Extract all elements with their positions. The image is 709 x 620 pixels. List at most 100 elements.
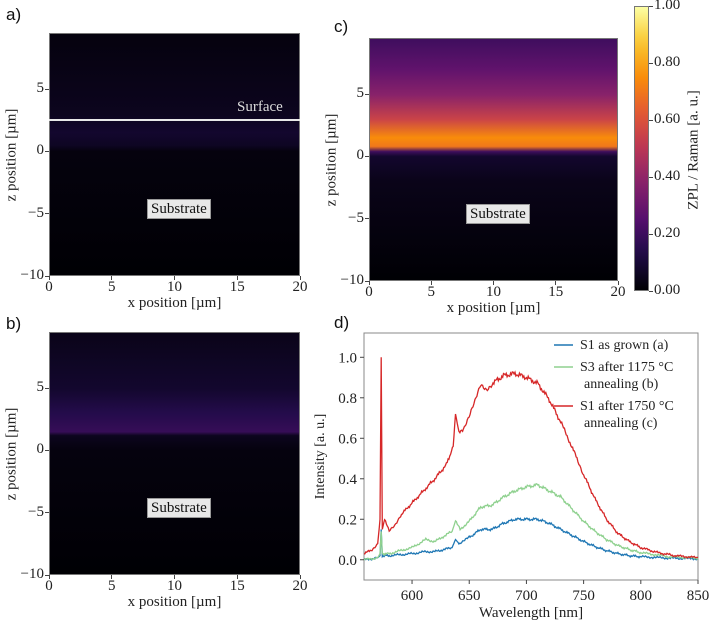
legend-entry-label: S3 after 1175 °C bbox=[580, 360, 673, 375]
colorbar-tick-label: 0.60 bbox=[654, 111, 681, 127]
x-tick-mark bbox=[111, 575, 113, 579]
x-tick-label: 0 bbox=[365, 284, 373, 300]
x-tick-mark bbox=[555, 281, 557, 285]
substrate-annotation-a: Substrate bbox=[147, 199, 211, 219]
y-tick-mark bbox=[45, 150, 49, 152]
x-axis-label: x position [µm] bbox=[127, 594, 222, 610]
y-tick-mark bbox=[45, 88, 49, 90]
x-tick-label: 5 bbox=[108, 279, 116, 295]
heatmap-c bbox=[369, 38, 618, 281]
colorbar-tick-mark bbox=[649, 176, 653, 178]
x-tick-mark bbox=[174, 575, 175, 579]
y-tick-label: −10 bbox=[340, 272, 364, 288]
y-tick-mark bbox=[45, 512, 49, 514]
x-tick-mark bbox=[368, 281, 370, 285]
panel-d-label: d) bbox=[334, 313, 350, 332]
x-axis-label: x position [µm] bbox=[127, 295, 222, 311]
y-axis-label: Intensity [a. u.] bbox=[313, 414, 328, 500]
y-tick-label: 0 bbox=[36, 441, 45, 458]
x-axis-label: Wavelength [nm] bbox=[479, 605, 583, 620]
y-tick-label: 5 bbox=[356, 85, 365, 102]
series-line-2 bbox=[363, 357, 699, 559]
colorbar-tick-label: 0.00 bbox=[654, 282, 681, 298]
panel-b-label: b) bbox=[6, 314, 22, 333]
x-tick-label: 10 bbox=[167, 578, 182, 594]
y-tick-mark bbox=[365, 93, 369, 95]
colorbar-tick-label: 0.40 bbox=[654, 168, 681, 184]
x-tick-mark bbox=[299, 276, 301, 280]
x-tick-label: 0 bbox=[45, 578, 53, 594]
substrate-annotation-c: Substrate bbox=[466, 204, 530, 224]
x-tick-label: 750 bbox=[572, 588, 595, 604]
heatmap-b bbox=[49, 332, 300, 575]
plot-area bbox=[363, 332, 699, 581]
x-tick-label: 15 bbox=[548, 284, 564, 300]
x-tick-mark bbox=[236, 276, 238, 280]
y-tick-mark bbox=[45, 574, 49, 576]
x-tick-label: 850 bbox=[687, 588, 709, 604]
y-tick-mark bbox=[45, 213, 49, 215]
heatmap-a bbox=[49, 33, 300, 276]
x-tick-mark bbox=[236, 575, 238, 579]
x-tick-mark bbox=[48, 276, 50, 280]
x-tick-label: 650 bbox=[458, 588, 481, 604]
x-tick-mark bbox=[299, 575, 301, 579]
x-tick-mark bbox=[493, 281, 494, 285]
colorbar bbox=[634, 6, 649, 291]
y-tick-label: 0.6 bbox=[338, 431, 357, 447]
surface-annotation: Surface bbox=[237, 99, 283, 115]
x-tick-label: 700 bbox=[515, 588, 538, 604]
x-tick-label: 5 bbox=[108, 578, 116, 594]
y-tick-label: 0.0 bbox=[338, 553, 357, 569]
legend-entry-label: S1 after 1750 °C bbox=[580, 399, 674, 414]
legend-entry-label: annealing (b) bbox=[584, 377, 659, 392]
y-tick-label: −5 bbox=[28, 204, 44, 221]
legend-entry-label: annealing (c) bbox=[584, 416, 658, 431]
x-tick-label: 20 bbox=[292, 578, 308, 594]
x-tick-mark bbox=[174, 276, 175, 280]
y-tick-label: 0.2 bbox=[338, 512, 357, 528]
y-tick-label: −10 bbox=[20, 566, 44, 582]
colorbar-tick-mark bbox=[649, 233, 653, 235]
colorbar-tick-mark bbox=[649, 290, 653, 292]
x-tick-label: 20 bbox=[610, 284, 626, 300]
x-tick-mark bbox=[111, 276, 113, 280]
x-tick-label: 15 bbox=[229, 578, 245, 594]
surface-line bbox=[49, 119, 300, 121]
y-tick-mark bbox=[45, 387, 49, 389]
y-tick-mark bbox=[365, 155, 369, 157]
y-tick-label: 0 bbox=[36, 142, 45, 159]
x-tick-label: 800 bbox=[630, 588, 653, 604]
y-tick-label: 0.8 bbox=[338, 391, 357, 407]
x-tick-label: 20 bbox=[292, 279, 308, 295]
y-tick-mark bbox=[45, 275, 49, 277]
y-tick-mark bbox=[45, 449, 49, 451]
x-tick-label: 5 bbox=[427, 284, 436, 300]
colorbar-tick-mark bbox=[649, 5, 653, 7]
x-tick-label: 0 bbox=[45, 279, 53, 295]
y-tick-mark bbox=[365, 218, 369, 220]
series-line-1 bbox=[363, 482, 699, 561]
colorbar-tick-label: 0.20 bbox=[654, 225, 681, 241]
colorbar-tick-mark bbox=[649, 119, 653, 121]
x-tick-label: 10 bbox=[167, 279, 182, 295]
colorbar-tick-mark bbox=[649, 62, 653, 64]
colorbar-tick-label: 1.00 bbox=[654, 0, 681, 13]
x-tick-mark bbox=[48, 575, 50, 579]
y-tick-label: −5 bbox=[348, 209, 364, 226]
legend-entry-label: S1 as grown (a) bbox=[580, 338, 669, 353]
x-tick-mark bbox=[617, 281, 619, 285]
colorbar-tick-label: 0.80 bbox=[654, 54, 681, 70]
x-axis-label: x position [µm] bbox=[446, 300, 541, 316]
panel-c-label: c) bbox=[334, 17, 349, 36]
y-tick-label: 1.0 bbox=[338, 350, 357, 366]
x-tick-label: 10 bbox=[486, 284, 501, 300]
y-tick-mark bbox=[365, 280, 369, 282]
series-line-0 bbox=[364, 517, 699, 561]
x-tick-label: 15 bbox=[229, 279, 245, 295]
y-tick-label: 5 bbox=[36, 379, 45, 396]
x-tick-label: 600 bbox=[401, 588, 424, 604]
y-tick-label: 0.4 bbox=[338, 472, 357, 488]
y-tick-label: −5 bbox=[28, 503, 44, 520]
